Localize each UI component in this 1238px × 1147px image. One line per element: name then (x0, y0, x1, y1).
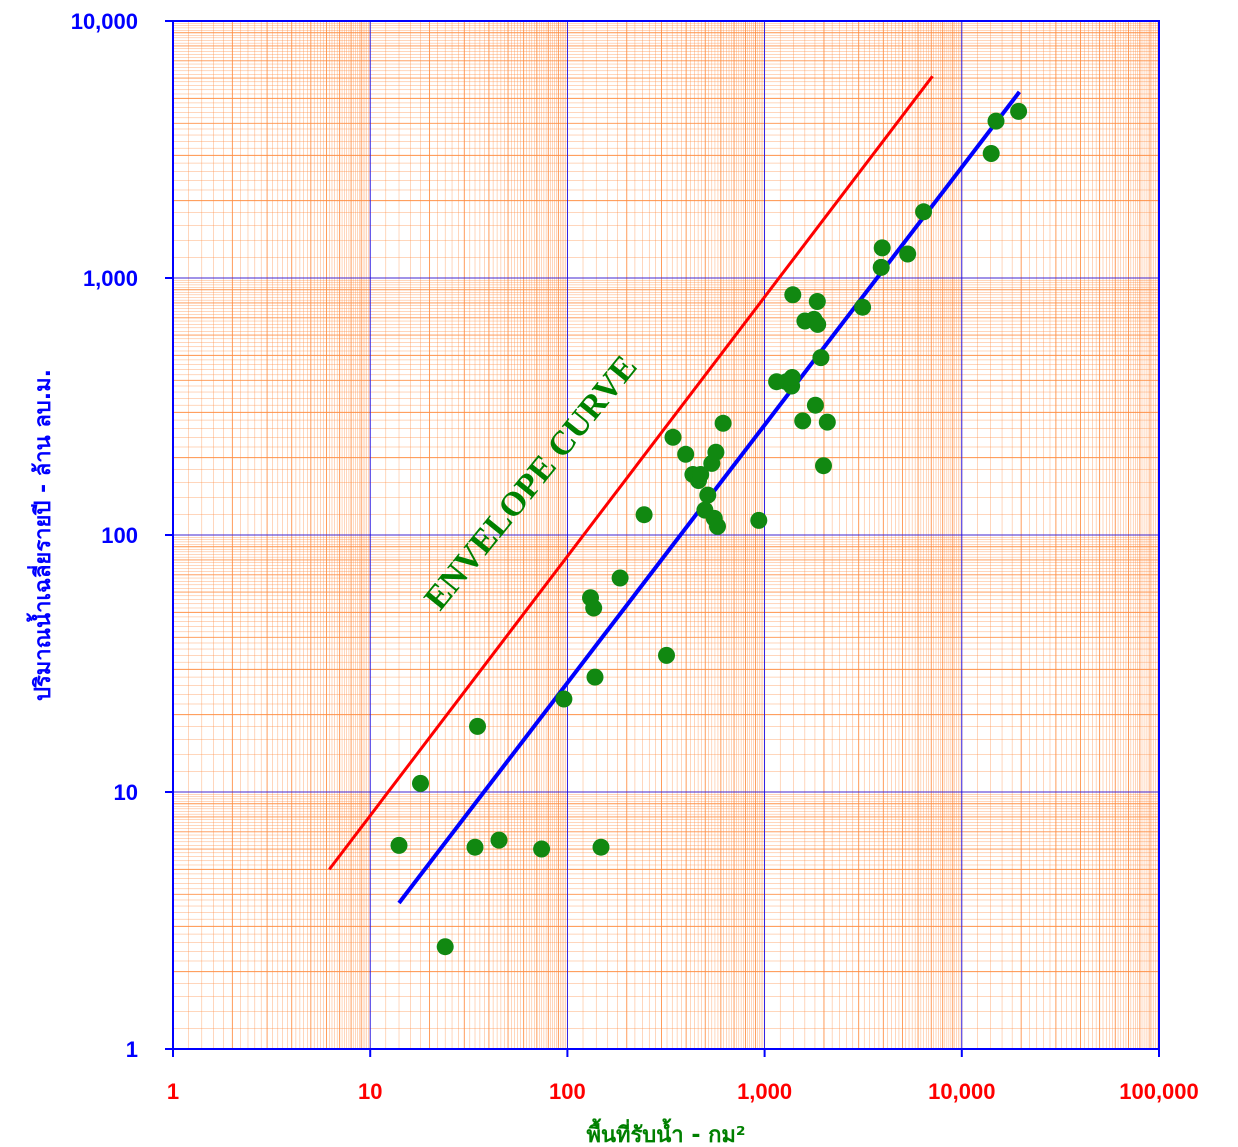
data-point (390, 836, 408, 854)
y-tick-labels: 1 10 100 1,000 10,000 (71, 9, 173, 1062)
data-point (664, 428, 682, 446)
data-point (677, 445, 695, 463)
x-tick-label: 1 (167, 1079, 179, 1104)
data-point (854, 298, 872, 316)
x-axis-label: พื้นที่รับน้ำ - กม² (586, 1118, 745, 1147)
data-point (784, 286, 802, 304)
data-point (783, 369, 801, 386)
data-point (692, 466, 710, 483)
data-point (818, 413, 836, 431)
data-point (982, 145, 1000, 162)
x-tick-labels: 1 10 100 1,000 10,000 100,000 (167, 1049, 1199, 1104)
y-tick-label: 1 (126, 1037, 138, 1062)
data-point (987, 112, 1005, 130)
x-tick-label: 100,000 (1119, 1079, 1199, 1104)
data-point (611, 569, 629, 587)
data-point (699, 486, 717, 504)
x-tick-label: 100 (549, 1079, 586, 1104)
data-point (806, 396, 824, 414)
data-point (899, 245, 917, 263)
data-point (466, 838, 484, 856)
data-point (709, 517, 726, 535)
data-point (1010, 102, 1028, 120)
data-point (586, 668, 604, 686)
data-point (714, 414, 732, 432)
data-point (555, 690, 573, 708)
y-tick-label: 1,000 (83, 266, 138, 291)
x-tick-label: 10,000 (928, 1079, 995, 1104)
data-point (412, 774, 429, 792)
y-tick-label: 100 (101, 523, 138, 548)
data-point (872, 258, 890, 276)
x-tick-label: 10 (358, 1079, 382, 1104)
data-point (658, 646, 675, 664)
data-point (707, 443, 725, 461)
data-point (585, 599, 603, 617)
data-point (469, 717, 486, 735)
data-points (390, 102, 1028, 956)
data-point (812, 349, 830, 367)
data-point (794, 412, 812, 430)
envelope-line (328, 75, 934, 871)
data-point (592, 838, 610, 856)
data-point (750, 511, 768, 529)
data-point (915, 203, 933, 221)
data-point (815, 457, 832, 475)
data-point (808, 293, 826, 310)
data-point (873, 239, 891, 257)
data-point (436, 938, 454, 956)
y-tick-label: 10,000 (71, 9, 138, 34)
data-point (533, 840, 551, 858)
y-axis-label: ปริมาณน้ำเฉลี่ยรายปี - ล้าน ลบ.ม. (26, 369, 56, 701)
x-tick-label: 1,000 (737, 1079, 792, 1104)
data-point (809, 315, 827, 333)
data-point (490, 831, 508, 849)
data-point (635, 506, 653, 524)
y-tick-label: 10 (114, 780, 138, 805)
